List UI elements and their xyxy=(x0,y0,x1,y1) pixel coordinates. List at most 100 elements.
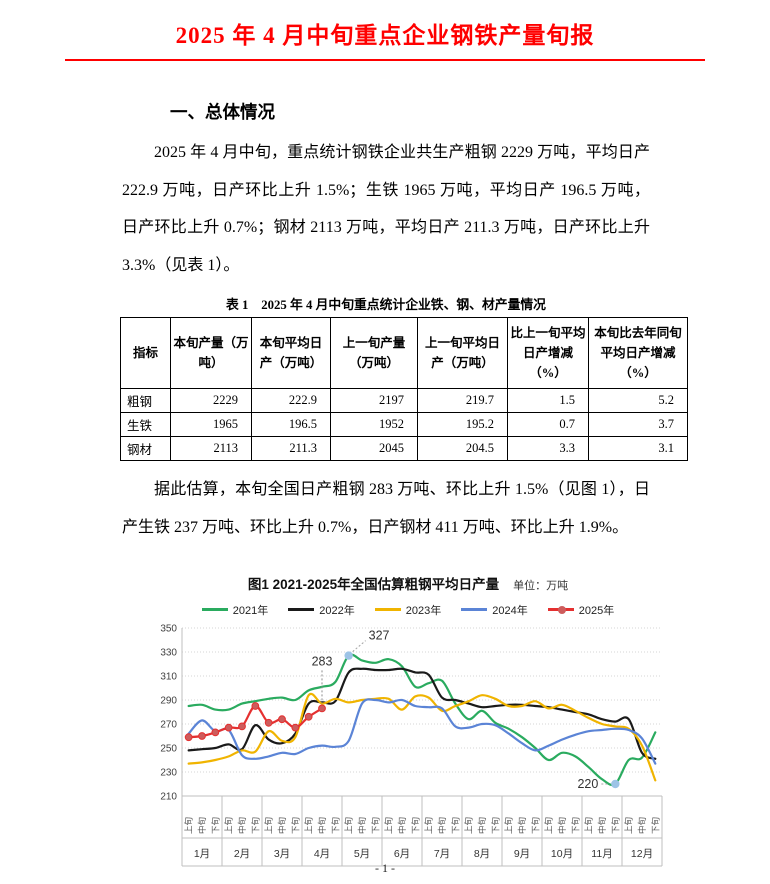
x-axis-period-label: 上旬 xyxy=(224,817,234,834)
x-axis-period-label: 中旬 xyxy=(517,817,527,834)
x-axis-period-label: 中旬 xyxy=(277,817,287,834)
x-axis-month-label: 8月 xyxy=(474,848,490,860)
x-axis-month-label: 2月 xyxy=(234,848,250,860)
legend-label: 2024年 xyxy=(492,604,528,617)
series-line xyxy=(187,653,657,786)
chart-title: 图1 2021-2025年全国估算粗钢平均日产量 xyxy=(247,576,500,592)
x-axis-period-label: 中旬 xyxy=(437,817,447,834)
section-heading: 一、总体情况 xyxy=(170,102,275,122)
table-caption: 表 1 2025 年 4 月中旬重点统计企业铁、钢、材产量情况 xyxy=(226,298,546,313)
legend-item: 2022年 xyxy=(288,602,355,618)
chart-legend: 2021年 2022年 2023年 2024年 2025年 xyxy=(146,602,670,618)
x-axis-period-label: 中旬 xyxy=(477,817,487,834)
x-axis-period-label: 下旬 xyxy=(410,817,420,834)
x-axis-period-label: 下旬 xyxy=(370,817,380,834)
annotation-220: 220 xyxy=(577,777,620,791)
series-2025年 xyxy=(184,701,326,741)
series-line xyxy=(187,697,657,765)
table-row: 生铁 1965 196.5 1952 195.2 0.7 3.7 xyxy=(120,412,688,438)
x-axis-period-label: 下旬 xyxy=(210,817,220,834)
legend-item: 2023年 xyxy=(374,602,442,618)
annotation-label: 220 xyxy=(577,777,598,791)
x-axis-period-label: 中旬 xyxy=(597,817,607,834)
x-axis-period-label: 中旬 xyxy=(197,817,207,834)
x-axis-period-label: 下旬 xyxy=(290,817,300,834)
legend-item: 2025年 xyxy=(547,602,615,618)
title-divider xyxy=(65,59,705,61)
x-axis-period-label: 上旬 xyxy=(304,817,314,834)
x-axis-period-label: 下旬 xyxy=(450,817,460,834)
value-cell: 2045 xyxy=(330,436,418,462)
x-axis-period-label: 上旬 xyxy=(264,817,274,834)
x-axis-period-label: 中旬 xyxy=(357,817,367,834)
x-axis-month-label: 4月 xyxy=(314,848,330,860)
annotation-327: 327 xyxy=(344,628,390,660)
data-point-marker xyxy=(251,701,260,710)
x-axis-period-label: 下旬 xyxy=(610,817,620,834)
legend-label: 2021年 xyxy=(232,604,269,617)
table-row: 钢材 2113 211.3 2045 204.5 3.3 3.1 xyxy=(120,436,688,462)
table-column-header: 本旬产量（万吨） xyxy=(170,317,252,390)
legend-label: 2025年 xyxy=(578,604,615,617)
legend-line-swatch xyxy=(547,605,574,614)
series-2023年 xyxy=(187,692,657,782)
x-axis-period-label: 上旬 xyxy=(464,817,474,834)
y-axis-tick-label: 330 xyxy=(160,647,177,658)
y-axis-tick-label: 250 xyxy=(160,743,177,754)
annotation-dot xyxy=(611,779,620,788)
x-axis-month-label: 12月 xyxy=(631,848,653,860)
x-axis-period-label: 上旬 xyxy=(344,817,354,834)
annotation-label: 327 xyxy=(369,628,390,642)
series-line xyxy=(187,692,657,782)
value-cell: 1965 xyxy=(170,412,252,438)
legend-line-swatch xyxy=(201,608,228,612)
y-axis-tick-label: 350 xyxy=(160,623,177,634)
paragraph-2: 据此估算，本旬全国日产粗钢 283 万吨、环比上升 1.5%（见图 1），日产生… xyxy=(122,481,650,536)
value-cell: 195.2 xyxy=(417,412,508,438)
legend-label: 2023年 xyxy=(405,604,442,617)
data-point-marker xyxy=(278,714,286,723)
chart-unit-label: 单位：万吨 xyxy=(513,579,569,592)
x-axis-period-label: 上旬 xyxy=(624,817,634,834)
x-axis-period-label: 上旬 xyxy=(504,817,514,834)
table-column-header: 本旬比去年同旬平均日产增减（%） xyxy=(588,317,688,390)
legend-item: 2024年 xyxy=(461,602,528,618)
data-point-marker xyxy=(291,723,300,732)
table-column-header: 上一旬产量（万吨） xyxy=(330,317,418,390)
paragraph-1: 2025 年 4 月中旬，重点统计钢铁企业共生产粗钢 2229 万吨，平均日产 … xyxy=(122,144,650,274)
data-point-marker xyxy=(211,728,220,736)
x-axis-period-label: 中旬 xyxy=(397,817,407,834)
row-indicator-cell: 钢材 xyxy=(120,436,171,462)
value-cell: 3.7 xyxy=(588,412,688,438)
x-axis-period-label: 中旬 xyxy=(557,817,567,834)
value-cell: 1952 xyxy=(330,412,418,438)
data-point-marker xyxy=(264,718,273,727)
x-axis-period-label: 中旬 xyxy=(237,817,247,834)
series-line xyxy=(187,704,324,738)
x-axis-period-label: 上旬 xyxy=(424,817,434,834)
annotation-283: 283 xyxy=(312,654,332,703)
value-cell: 0.7 xyxy=(507,412,589,438)
value-cell: 1.5 xyxy=(507,388,589,414)
series-2024年 xyxy=(187,697,657,765)
x-axis-month-label: 6月 xyxy=(394,848,410,860)
y-axis-tick-label: 210 xyxy=(160,791,177,802)
x-axis-period-label: 上旬 xyxy=(384,817,394,834)
data-point-marker xyxy=(318,704,326,712)
y-axis-tick-label: 230 xyxy=(160,767,177,778)
table-column-header: 比上一旬平均日产增减（%） xyxy=(507,317,589,390)
series-2021年 xyxy=(187,653,657,786)
x-axis-period-label: 下旬 xyxy=(330,817,340,834)
page-number: - 1 - xyxy=(375,861,395,875)
figure-1: 图1 2021-2025年全国估算粗钢平均日产量 单位：万吨 2021年 2022… xyxy=(146,573,670,877)
y-axis-tick-label: 310 xyxy=(160,671,177,682)
value-cell: 196.5 xyxy=(251,412,331,438)
x-axis-period-label: 下旬 xyxy=(570,817,580,834)
value-cell: 211.3 xyxy=(251,436,331,462)
x-axis-period-label: 中旬 xyxy=(317,817,327,834)
legend-item: 2021年 xyxy=(201,602,269,618)
page-title: 2025 年 4 月中旬重点企业钢铁产量旬报 xyxy=(175,23,595,48)
legend-line-swatch xyxy=(461,608,488,612)
table-row: 粗钢 2229 222.9 2197 219.7 1.5 5.2 xyxy=(120,388,688,414)
